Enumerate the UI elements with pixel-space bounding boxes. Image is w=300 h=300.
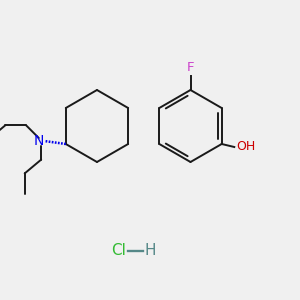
- Text: N: N: [33, 134, 43, 148]
- Text: F: F: [187, 61, 194, 74]
- Text: H: H: [145, 243, 156, 258]
- Text: OH: OH: [237, 140, 256, 154]
- Text: Cl: Cl: [111, 243, 126, 258]
